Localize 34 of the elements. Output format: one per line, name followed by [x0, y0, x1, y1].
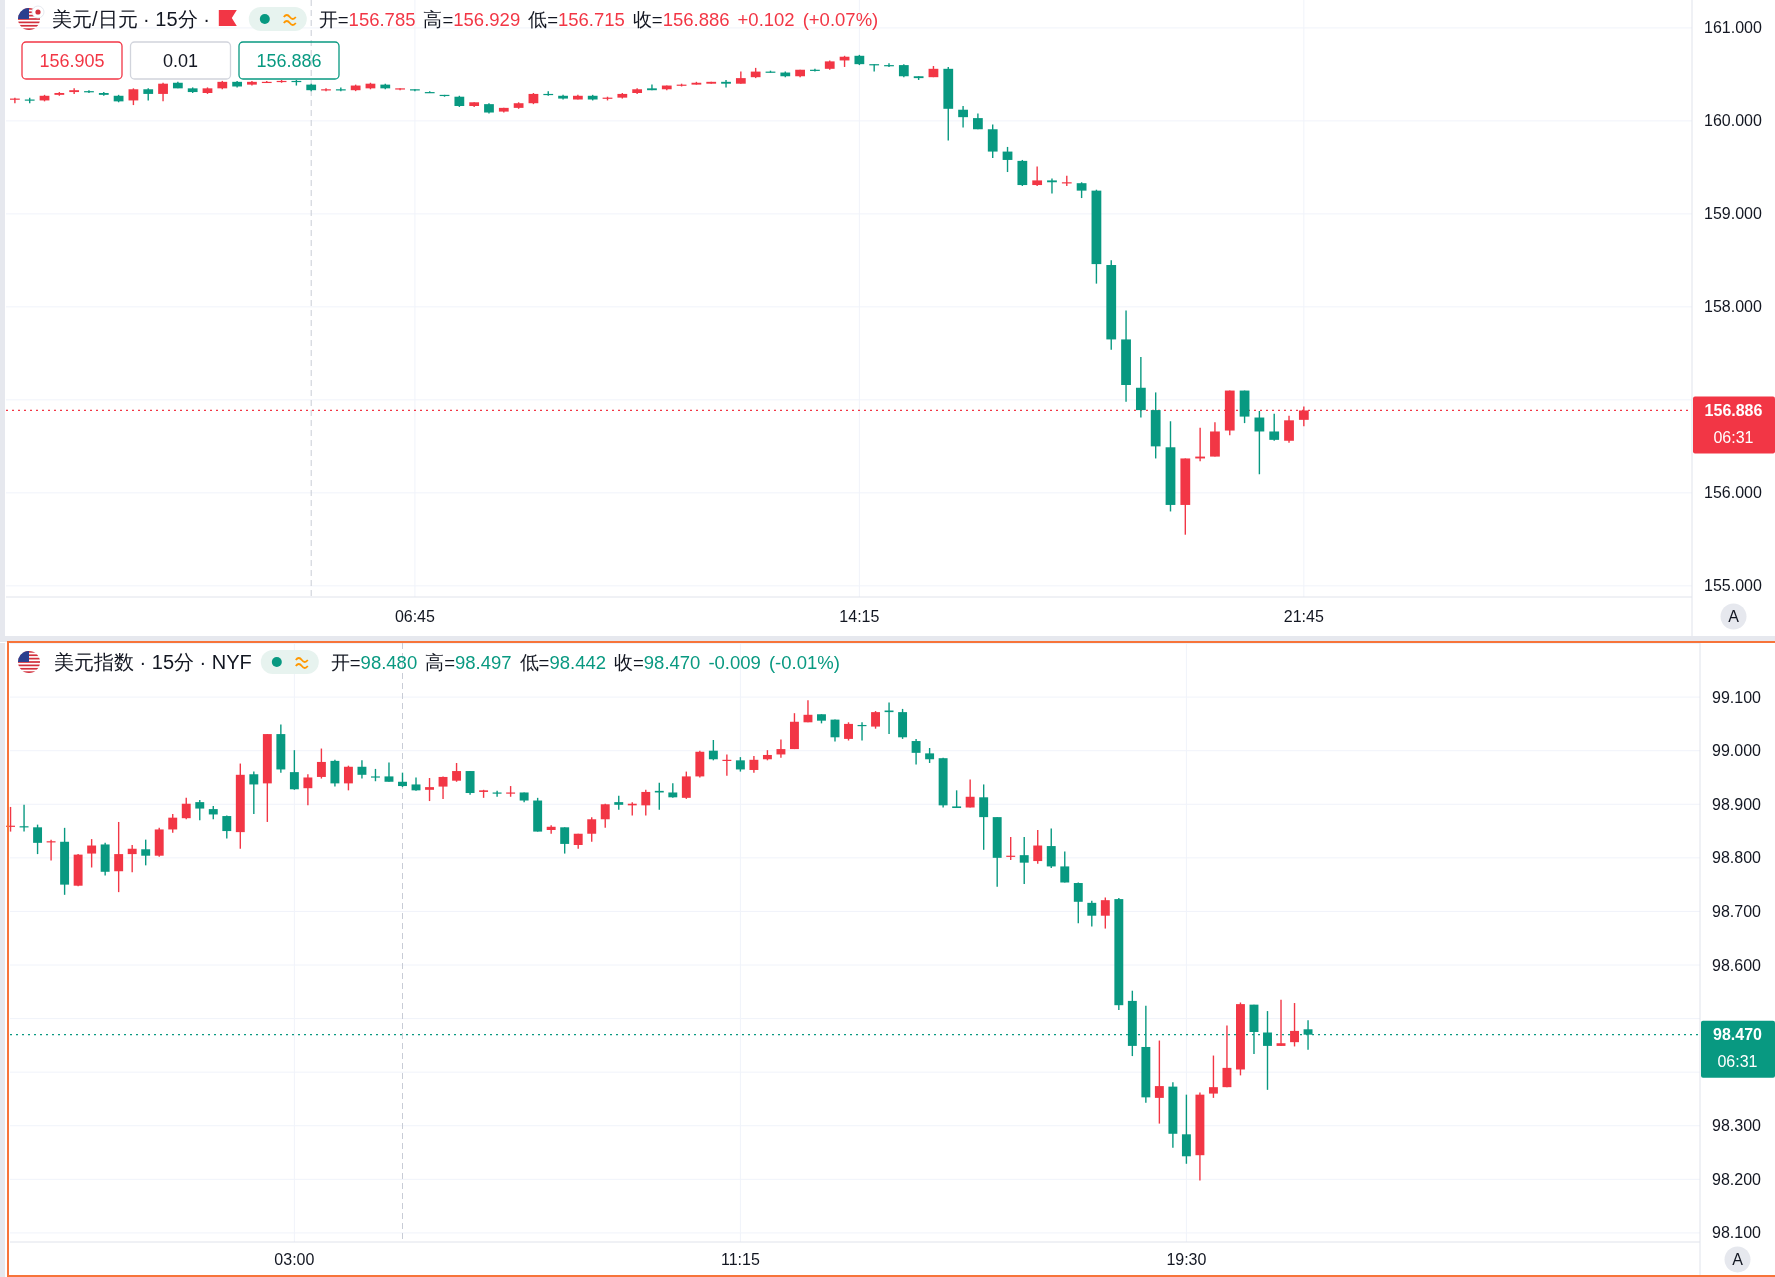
y-tick-label: 160.000	[1704, 112, 1762, 130]
text: 06:31	[1717, 1053, 1758, 1071]
text: A	[1728, 608, 1740, 625]
x-tick-label: 21:45	[1283, 608, 1324, 625]
x-tick-label: 11:15	[720, 1251, 760, 1268]
y-tick-label: 98.200	[1712, 1170, 1762, 1188]
y-tick-label: 159.000	[1704, 205, 1762, 223]
annotation: 0.01	[162, 51, 199, 71]
y-tick-label: 99.000	[1712, 742, 1762, 760]
y-tick-label: 99.100	[1712, 688, 1762, 706]
ref-line-label: 98.470	[1713, 1026, 1763, 1044]
text: 156.886	[256, 51, 322, 71]
y-tick-label: 98.600	[1712, 956, 1762, 974]
x-tick-label: 19:30	[1166, 1251, 1207, 1268]
annotation: 156.886	[662, 8, 730, 30]
x-tick-label: 06:45	[394, 608, 436, 625]
text: 06:31	[1713, 428, 1754, 446]
y-tick-label: 156.000	[1704, 484, 1762, 502]
y-tick-label: 98.800	[1712, 849, 1762, 867]
chart-title: 美元指数 · 15分 · NYF	[54, 651, 252, 673]
y-tick-label: 98.700	[1712, 902, 1762, 920]
y-tick-label: 98.100	[1712, 1224, 1762, 1242]
y-tick-label: 155.000	[1704, 577, 1762, 595]
y-tick-label: 98.900	[1712, 795, 1762, 813]
x-tick-label: 03:00	[274, 1251, 315, 1268]
y-tick-label: 98.300	[1712, 1117, 1762, 1135]
x-tick-label: 14:15	[839, 608, 880, 625]
text: A	[1732, 1251, 1744, 1268]
y-tick-label: 161.000	[1704, 19, 1762, 37]
y-tick-label: 158.000	[1704, 298, 1762, 316]
chart-title: 美元/日元 · 15分 ·	[52, 8, 210, 30]
ref-line-label: 156.886	[1704, 401, 1763, 419]
text: 开=98.480 高=98.497 低=98.442 收=98.470 -0.009 (-0.01%)	[330, 651, 840, 673]
annotation: 156.905	[39, 51, 105, 71]
